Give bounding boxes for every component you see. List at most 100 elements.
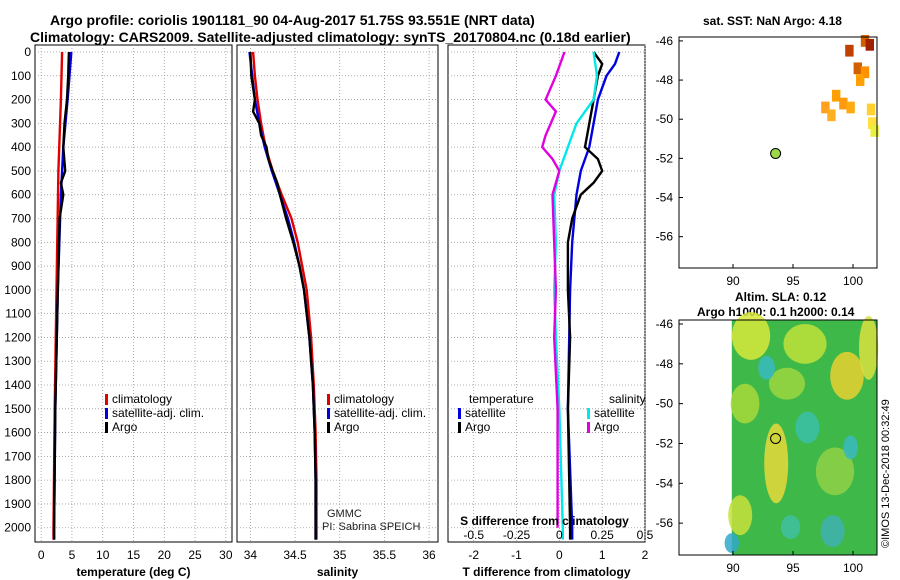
sla-anomaly-patch	[783, 323, 827, 364]
legend-diff-title-temperature: temperature	[469, 392, 534, 406]
sla-anomaly-patch	[795, 411, 820, 444]
depth-tick-label: 1200	[4, 330, 31, 344]
map-lon-label: 90	[726, 561, 740, 575]
sla-anomaly-patch	[758, 355, 775, 380]
sla-anomaly-patch	[724, 533, 739, 554]
salinity-diff-tick: 0.25	[590, 528, 614, 542]
map-border	[678, 36, 878, 269]
sst-cell	[832, 89, 841, 102]
x-tick-label: -1	[511, 548, 522, 562]
x-tick-label: 0	[38, 548, 45, 562]
map-lat-label: -48	[656, 73, 674, 87]
salinity-diff-tick: 0	[556, 528, 563, 542]
legend-temp-argo: Argo	[112, 420, 138, 434]
legend-diff-t-argo: Argo	[465, 420, 491, 434]
map-lon-label: 100	[843, 274, 863, 288]
sst-cell	[860, 35, 870, 47]
sla-anomaly-patch	[830, 351, 864, 400]
sst-cell	[839, 97, 848, 110]
x-tick-label: 36	[422, 548, 436, 562]
legend-diff-t-satellite: satellite	[465, 406, 506, 420]
legend-temp-climatology-swatch	[105, 394, 108, 405]
depth-tick-label: 600	[11, 188, 31, 202]
x-tick-label: 0	[556, 548, 563, 562]
credit-pi: PI: Sabrina SPEICH	[322, 521, 421, 533]
sst-cell	[845, 44, 854, 57]
depth-tick-label: 1000	[4, 283, 31, 297]
sst-panel-title: sat. SST: NaN Argo: 4.18	[703, 14, 842, 28]
legend-diff-t-argo-swatch	[458, 422, 461, 433]
depth-tick-label: 1400	[4, 378, 31, 392]
sla-anomaly-patch	[764, 423, 789, 504]
sla-anomaly-patch	[843, 435, 858, 460]
depth-tick-label: 700	[11, 212, 31, 226]
sla-anomaly-patch	[815, 447, 855, 496]
legend-sal-satellite-swatch	[327, 408, 330, 419]
series-line-difference-3	[540, 51, 566, 528]
legend-sal-climatology: climatology	[334, 392, 394, 406]
map-lat-label: -46	[656, 317, 674, 331]
legend-diff-t-satellite-swatch	[458, 408, 461, 419]
depth-tick-label: 1900	[4, 497, 31, 511]
credit-org: GMMC	[327, 508, 362, 520]
sst-cell	[866, 103, 876, 116]
argo-position-marker	[770, 147, 782, 159]
depth-tick-label: 2000	[4, 521, 31, 535]
salinity-diff-label: S difference from climatology	[460, 514, 629, 528]
legend-sal-climatology-swatch	[327, 394, 330, 405]
series-line-difference-2	[552, 51, 599, 540]
map-lon-label: 100	[843, 561, 863, 575]
depth-tick-label: 1600	[4, 426, 31, 440]
map-lat-label: -46	[656, 34, 674, 48]
legend-diff-s-argo: Argo	[594, 420, 620, 434]
sst-cell	[856, 74, 865, 86]
depth-tick-label: 0	[24, 45, 31, 59]
legend-sal-satellite: satellite-adj. clim.	[334, 406, 426, 420]
depth-tick-label: 300	[11, 116, 31, 130]
legend-sal-argo-swatch	[327, 422, 330, 433]
sla-anomaly-patch	[731, 312, 771, 360]
map-lat-label: -54	[656, 476, 674, 490]
map-lon-label: 90	[726, 274, 740, 288]
depth-tick-label: 900	[11, 259, 31, 273]
figure-title-line1: Argo profile: coriolis 1901181_90 04-Aug…	[50, 12, 535, 28]
x-axis-label: temperature (deg C)	[76, 565, 190, 579]
x-tick-label: 10	[96, 548, 110, 562]
depth-tick-label: 1100	[5, 307, 31, 321]
depth-tick-label: 100	[11, 69, 31, 83]
imos-credit: ©IMOS 13-Dec-2018 00:32:49	[880, 399, 892, 548]
map-border	[678, 319, 878, 556]
sla-anomaly-patch	[820, 515, 845, 548]
legend-diff-s-satellite: satellite	[594, 406, 635, 420]
sst-cell	[827, 109, 836, 122]
sla-panel-title2: Argo h1000: 0.1 h2000: 0.14	[697, 305, 855, 319]
sst-cell	[870, 125, 879, 137]
legend-temp-argo-swatch	[105, 422, 108, 433]
panel-frame-salinity	[236, 44, 439, 543]
map-lat-label: -52	[656, 436, 674, 450]
depth-tick-label: 1300	[4, 354, 31, 368]
map-lat-label: -52	[656, 151, 674, 165]
x-tick-label: 15	[127, 548, 141, 562]
depth-tick-label: 400	[11, 140, 31, 154]
x-tick-label: 35	[333, 548, 347, 562]
x-axis-label: salinity	[317, 565, 359, 579]
legend-diff-s-satellite-swatch	[587, 408, 590, 419]
x-tick-label: 35.5	[373, 548, 397, 562]
map-lat-label: -50	[656, 112, 674, 126]
map-lat-label: -56	[656, 230, 674, 244]
argo-position-marker	[770, 432, 782, 444]
x-axis-label: T difference from climatology	[462, 565, 630, 579]
series-line-temperature-2	[52, 51, 71, 540]
legend-temp-climatology: climatology	[112, 392, 172, 406]
figure-title-line2: Climatology: CARS2009. Satellite-adjuste…	[30, 29, 631, 45]
sst-cell	[853, 62, 862, 75]
legend-temp-satellite-swatch	[105, 408, 108, 419]
sla-anomaly-patch	[781, 515, 801, 540]
depth-tick-label: 1500	[4, 402, 31, 416]
map-lon-label: 95	[786, 561, 800, 575]
depth-tick-label: 200	[11, 93, 31, 107]
x-tick-label: 30	[219, 548, 233, 562]
